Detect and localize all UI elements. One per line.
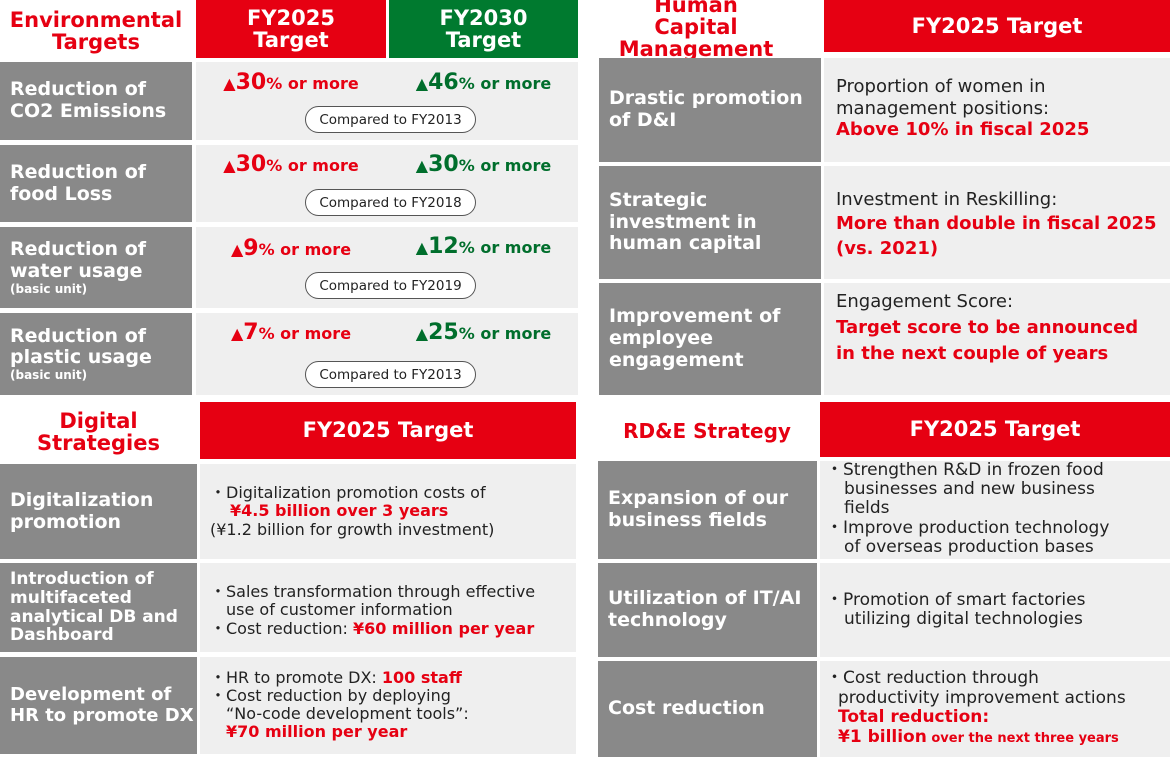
env-fy2030-value: ▲ 46% or more bbox=[415, 70, 552, 95]
env-fy2025-value: ▲ 30% or more bbox=[223, 152, 359, 177]
env-fy2030-value: ▲ 25% or more bbox=[415, 320, 552, 345]
rd-row-label: Expansion of our business fields bbox=[598, 461, 817, 559]
hc-row-cell: Engagement Score: Target score to be anno… bbox=[824, 283, 1170, 395]
hc-row-label: Improvement of employee engagement bbox=[599, 283, 821, 395]
env-fy2025-value: ▲ 9% or more bbox=[230, 236, 352, 261]
ds-title: Digital Strategies bbox=[37, 408, 160, 455]
rd-col-fy2025: FY2025 Target bbox=[820, 402, 1170, 457]
hc-title: Human Capital Management bbox=[618, 0, 774, 62]
rd-row-label: Utilization of IT/AI technology bbox=[598, 563, 817, 657]
ds-row-cell: ・Digitalization promotion costs of ¥4.5 … bbox=[200, 464, 576, 559]
env-col-fy2030: FY2030 Target bbox=[389, 0, 578, 58]
ds-row-label: Introduction of multifaceted analytical … bbox=[0, 563, 197, 652]
env-row-label: Reduction of CO2 Emissions bbox=[0, 62, 192, 140]
rd-row-cell: ・Promotion of smart factories utilizing … bbox=[820, 563, 1170, 657]
ds-row-label: Development of HR to promote DX bbox=[0, 657, 197, 754]
hc-row-label: Strategic investment in human capital bbox=[599, 166, 821, 279]
env-fy2030-value: ▲ 12% or more bbox=[415, 234, 552, 259]
hc-row-cell: Investment in Reskilling: More than doubl… bbox=[824, 166, 1170, 279]
env-col-fy2025: FY2025 Target bbox=[196, 0, 386, 58]
rd-row-label: Cost reduction bbox=[598, 661, 817, 757]
env-fy2025-value: ▲ 30% or more bbox=[223, 70, 359, 95]
ds-row-cell: ・HR to promote DX: 100 staff ・Cost reduc… bbox=[200, 657, 576, 754]
env-fy2030-value: ▲ 30% or more bbox=[415, 152, 552, 177]
ds-col-fy2025: FY2025 Target bbox=[200, 402, 576, 459]
ds-row-cell: ・Sales transformation through effective … bbox=[200, 563, 576, 652]
rd-row-cell: ・Cost reduction through productivity imp… bbox=[820, 661, 1170, 757]
env-row-label: Reduction of food Loss bbox=[0, 145, 192, 222]
hc-row-label: Drastic promotion of D&I bbox=[599, 58, 821, 162]
compared-badge: Compared to FY2013 bbox=[305, 361, 476, 388]
env-row-label: Reduction of water usage (basic unit) bbox=[0, 227, 192, 308]
env-fy2025-value: ▲ 7% or more bbox=[230, 320, 352, 345]
env-title: Environmental Targets bbox=[9, 7, 183, 54]
env-row-label: Reduction of plastic usage (basic unit) bbox=[0, 313, 192, 395]
rd-row-cell: ・Strengthen R&D in frozen food businesse… bbox=[820, 460, 1170, 559]
compared-badge: Compared to FY2013 bbox=[305, 106, 476, 133]
compared-badge: Compared to FY2018 bbox=[305, 189, 476, 216]
rd-title: RD&E Strategy bbox=[623, 418, 791, 443]
ds-row-label: Digitalization promotion bbox=[0, 464, 197, 559]
hc-row-cell: Proportion of women in management positi… bbox=[824, 58, 1170, 162]
compared-badge: Compared to FY2019 bbox=[305, 272, 476, 299]
hc-col-fy2025: FY2025 Target bbox=[824, 0, 1170, 52]
